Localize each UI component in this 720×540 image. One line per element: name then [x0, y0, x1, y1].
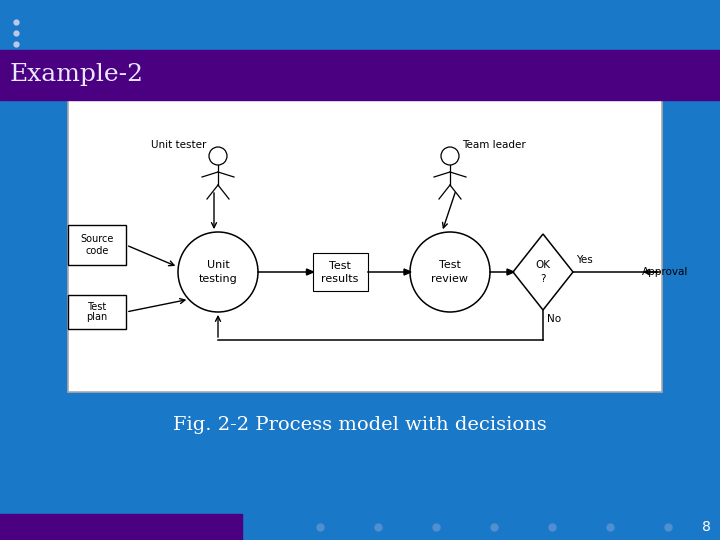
Text: Example-2: Example-2: [10, 64, 144, 86]
Circle shape: [209, 147, 227, 165]
Text: No: No: [547, 314, 561, 324]
Text: OK: OK: [536, 260, 551, 270]
Bar: [0, 50, 720, 100]
Text: plan: plan: [86, 312, 107, 322]
Polygon shape: [507, 269, 514, 275]
Polygon shape: [404, 269, 411, 275]
Bar: [68, 295, 126, 329]
Text: ?: ?: [540, 274, 546, 284]
Text: Yes: Yes: [576, 255, 593, 265]
Polygon shape: [513, 234, 573, 310]
Text: Fig. 2-2 Process model with decisions: Fig. 2-2 Process model with decisions: [173, 416, 547, 434]
Polygon shape: [307, 269, 313, 275]
Text: testing: testing: [199, 274, 238, 284]
Circle shape: [441, 147, 459, 165]
Text: Unit tester: Unit tester: [150, 140, 206, 150]
Text: Source: Source: [81, 234, 114, 244]
Bar: [312, 253, 367, 291]
Text: review: review: [431, 274, 469, 284]
Circle shape: [178, 232, 258, 312]
Text: 8: 8: [701, 520, 711, 534]
Text: Team leader: Team leader: [462, 140, 526, 150]
Text: Approval: Approval: [642, 267, 688, 277]
Bar: [68, 97, 662, 392]
Text: Test: Test: [87, 302, 107, 312]
Text: code: code: [85, 246, 109, 256]
Text: Test: Test: [439, 260, 461, 270]
Text: results: results: [321, 274, 359, 284]
Bar: [0, 514, 242, 540]
Bar: [68, 225, 126, 265]
Circle shape: [410, 232, 490, 312]
Text: Unit: Unit: [207, 260, 230, 270]
Text: Test: Test: [329, 261, 351, 271]
